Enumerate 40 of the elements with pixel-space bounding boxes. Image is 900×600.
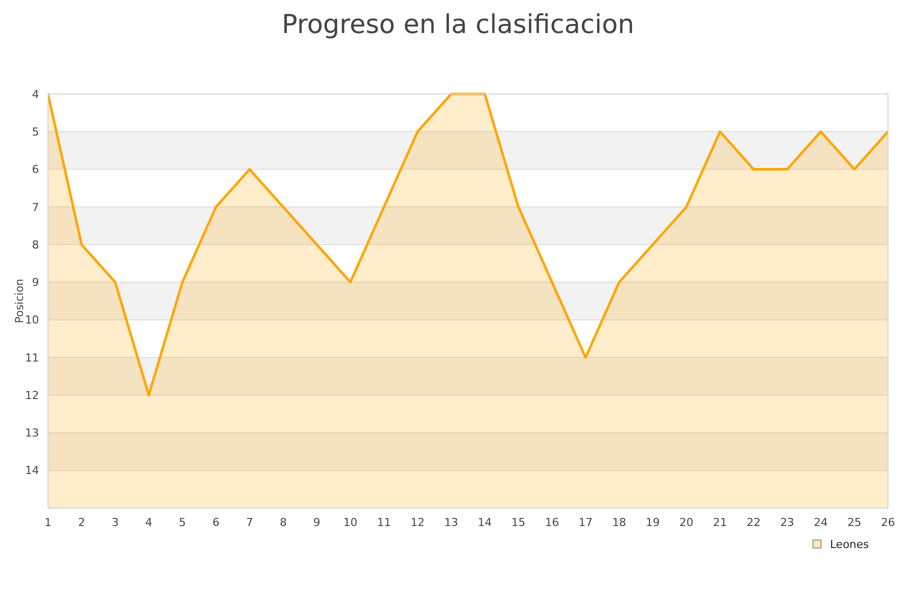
x-tick-label: 12	[410, 516, 425, 529]
y-tick-label: 6	[32, 163, 39, 176]
x-tick-label: 15	[511, 516, 526, 529]
y-tick-label: 8	[32, 238, 39, 252]
y-tick-label: 7	[32, 200, 39, 214]
x-tick-label: 11	[377, 516, 391, 529]
x-tick-label: 10	[343, 516, 358, 529]
x-tick-label: 9	[313, 516, 320, 529]
x-tick-label: 24	[814, 516, 828, 529]
y-tick-label: 5	[32, 125, 39, 138]
x-tick-label: 20	[679, 516, 694, 529]
y-tick-label: 4	[32, 88, 39, 101]
x-tick-label: 17	[578, 516, 593, 529]
x-tick-label: 16	[545, 516, 559, 529]
x-tick-label: 3	[112, 516, 119, 529]
y-tick-label: 14	[25, 464, 39, 478]
x-tick-label: 14	[478, 516, 492, 529]
x-tick-label: 13	[444, 516, 458, 529]
x-tick-label: 22	[746, 516, 761, 529]
x-tick-label: 8	[280, 516, 287, 529]
y-tick-label: 12	[25, 388, 39, 402]
x-tick-label: 18	[612, 516, 626, 529]
chart-title: Progreso en la clasificacion	[282, 10, 634, 40]
x-tick-label: 19	[646, 516, 660, 529]
x-tick-label: 6	[212, 516, 220, 529]
x-tick-label: 26	[881, 516, 895, 529]
y-tick-label: 11	[25, 351, 39, 364]
x-tick-label: 4	[145, 516, 152, 529]
x-tick-label: 25	[847, 516, 862, 529]
x-tick-label: 2	[78, 516, 86, 529]
x-tick-label: 7	[246, 516, 254, 529]
y-tick-label: 13	[25, 426, 39, 440]
x-tick-label: 21	[713, 516, 727, 529]
x-tick-label: 1	[44, 516, 52, 529]
x-tick-label: 23	[780, 516, 794, 529]
x-tick-label: 5	[178, 516, 186, 529]
legend-label: Leones	[830, 538, 870, 551]
y-axis-title: Posicion	[13, 278, 26, 324]
y-tick-label: 9	[32, 276, 39, 290]
y-tick-label: 10	[25, 314, 39, 327]
